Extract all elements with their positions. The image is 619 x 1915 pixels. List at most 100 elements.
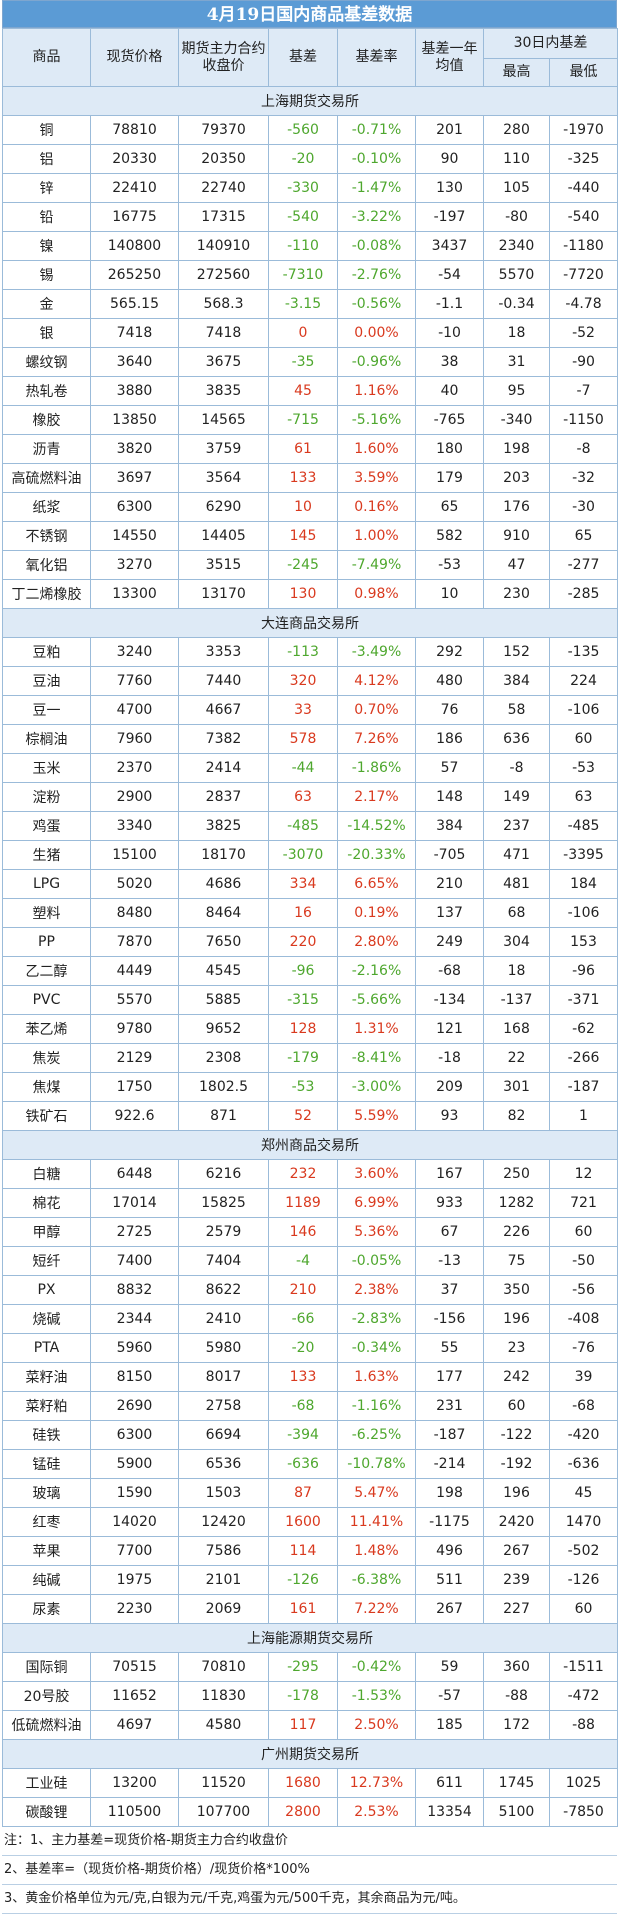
high-30d-cell: 5570 xyxy=(483,260,550,290)
spot-price-cell: 3697 xyxy=(90,463,179,493)
basis-year-avg-cell: 249 xyxy=(415,927,484,957)
exchange-row: 大连商品交易所 xyxy=(1,608,619,638)
table-row: 棉花 17014 15825 1189 6.99% 933 1282 721 xyxy=(2,1188,619,1218)
spot-price-cell: 1590 xyxy=(90,1478,179,1508)
spot-price-cell: 6300 xyxy=(90,492,179,522)
spot-price-cell: 3340 xyxy=(90,811,179,841)
basis-cell: 45 xyxy=(268,376,338,406)
basis-rate-cell: -1.86% xyxy=(337,753,416,783)
basis-cell: 2800 xyxy=(268,1797,338,1827)
basis-year-avg-cell: -134 xyxy=(415,985,484,1015)
high-30d-cell: 384 xyxy=(483,666,550,696)
commodity-cell: 铅 xyxy=(2,202,91,232)
low-30d-cell: 45 xyxy=(548,1478,619,1508)
high-30d-cell: 350 xyxy=(483,1275,550,1305)
futures-close-cell: 6216 xyxy=(178,1159,269,1189)
low-30d-cell: -90 xyxy=(548,347,619,377)
low-30d-cell: 39 xyxy=(548,1362,619,1392)
basis-year-avg-cell: 209 xyxy=(415,1072,484,1102)
basis-rate-cell: 0.70% xyxy=(337,695,416,725)
table-row: PTA 5960 5980 -20 -0.34% 55 23 -76 xyxy=(2,1333,619,1363)
high-30d-cell: -0.34 xyxy=(483,289,550,319)
high-30d-cell: 68 xyxy=(483,898,550,928)
header-futures-close: 期货主力合约收盘价 xyxy=(178,28,269,87)
table-row: PVC 5570 5885 -315 -5.66% -134 -137 -371 xyxy=(2,985,619,1015)
high-30d-cell: 196 xyxy=(483,1304,550,1334)
basis-year-avg-cell: 186 xyxy=(415,724,484,754)
futures-close-cell: 7418 xyxy=(178,318,269,348)
spot-price-cell: 2900 xyxy=(90,782,179,812)
high-30d-cell: 75 xyxy=(483,1246,550,1276)
low-30d-cell: -106 xyxy=(548,695,619,725)
commodity-cell: 不锈钢 xyxy=(2,521,91,551)
low-30d-cell: -30 xyxy=(548,492,619,522)
futures-close-cell: 2837 xyxy=(178,782,269,812)
commodity-cell: 碳酸锂 xyxy=(2,1797,91,1827)
futures-close-cell: 4686 xyxy=(178,869,269,899)
low-30d-cell: 65 xyxy=(548,521,619,551)
spot-price-cell: 22410 xyxy=(90,173,179,203)
low-30d-cell: -32 xyxy=(548,463,619,493)
basis-cell: 210 xyxy=(268,1275,338,1305)
basis-rate-cell: -3.49% xyxy=(337,637,416,667)
commodity-cell: 金 xyxy=(2,289,91,319)
high-30d-cell: -340 xyxy=(483,405,550,435)
commodity-cell: 橡胶 xyxy=(2,405,91,435)
low-30d-cell: -56 xyxy=(548,1275,619,1305)
commodity-cell: 玉米 xyxy=(2,753,91,783)
spot-price-cell: 9780 xyxy=(90,1014,179,1044)
spot-price-cell: 2690 xyxy=(90,1391,179,1421)
low-30d-cell: 12 xyxy=(548,1159,619,1189)
commodity-cell: 铝 xyxy=(2,144,91,174)
basis-year-avg-cell: 121 xyxy=(415,1014,484,1044)
basis-year-avg-cell: 179 xyxy=(415,463,484,493)
basis-rate-cell: 1.63% xyxy=(337,1362,416,1392)
basis-cell: 130 xyxy=(268,579,338,609)
commodity-cell: 淀粉 xyxy=(2,782,91,812)
futures-close-cell: 3675 xyxy=(178,347,269,377)
futures-close-cell: 7440 xyxy=(178,666,269,696)
exchange-name: 上海能源期货交易所 xyxy=(1,1623,619,1653)
header-spot-price: 现货价格 xyxy=(90,28,179,87)
basis-year-avg-cell: 57 xyxy=(415,753,484,783)
low-30d-cell: -106 xyxy=(548,898,619,928)
high-30d-cell: 471 xyxy=(483,840,550,870)
high-30d-cell: 23 xyxy=(483,1333,550,1363)
basis-year-avg-cell: 210 xyxy=(415,869,484,899)
commodity-cell: 工业硅 xyxy=(2,1768,91,1798)
futures-close-cell: 3825 xyxy=(178,811,269,841)
low-30d-cell: -50 xyxy=(548,1246,619,1276)
basis-cell: -110 xyxy=(268,231,338,261)
basis-cell: 220 xyxy=(268,927,338,957)
spot-price-cell: 7870 xyxy=(90,927,179,957)
futures-close-cell: 11520 xyxy=(178,1768,269,1798)
basis-year-avg-cell: 611 xyxy=(415,1768,484,1798)
futures-close-cell: 272560 xyxy=(178,260,269,290)
table-row: 短纤 7400 7404 -4 -0.05% -13 75 -50 xyxy=(2,1246,619,1276)
basis-year-avg-cell: 55 xyxy=(415,1333,484,1363)
basis-rate-cell: -0.42% xyxy=(337,1652,416,1682)
basis-year-avg-cell: -705 xyxy=(415,840,484,870)
footnote: 注：1、主力基差=现货价格-期货主力合约收盘价 xyxy=(2,1827,617,1856)
basis-cell: 0 xyxy=(268,318,338,348)
high-30d-cell: 360 xyxy=(483,1652,550,1682)
table-row: 豆一 4700 4667 33 0.70% 76 58 -106 xyxy=(2,695,619,725)
table-row: 生猪 15100 18170 -3070 -20.33% -705 471 -3395 xyxy=(2,840,619,870)
header-basis-rate: 基差率 xyxy=(337,28,416,87)
basis-cell: 52 xyxy=(268,1101,338,1131)
basis-year-avg-cell: -68 xyxy=(415,956,484,986)
basis-rate-cell: -1.16% xyxy=(337,1391,416,1421)
futures-close-cell: 11830 xyxy=(178,1681,269,1711)
commodity-cell: 短纤 xyxy=(2,1246,91,1276)
basis-year-avg-cell: -54 xyxy=(415,260,484,290)
low-30d-cell: -420 xyxy=(548,1420,619,1450)
spot-price-cell: 8832 xyxy=(90,1275,179,1305)
low-30d-cell: 721 xyxy=(548,1188,619,1218)
table-row: LPG 5020 4686 334 6.65% 210 481 184 xyxy=(2,869,619,899)
low-30d-cell: -485 xyxy=(548,811,619,841)
basis-rate-cell: -1.47% xyxy=(337,173,416,203)
commodity-cell: 苹果 xyxy=(2,1536,91,1566)
basis-year-avg-cell: 3437 xyxy=(415,231,484,261)
spot-price-cell: 70515 xyxy=(90,1652,179,1682)
